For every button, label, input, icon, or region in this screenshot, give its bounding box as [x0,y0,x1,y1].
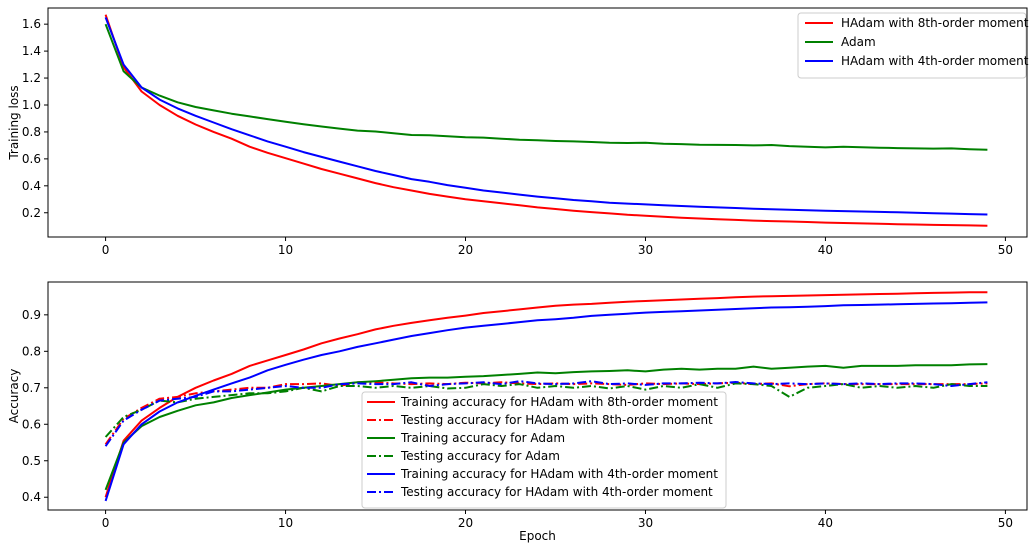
y-tick-label: 0.7 [22,381,41,395]
legend-label: Training accuracy for Adam [400,431,565,445]
x-tick-label: 30 [638,516,653,530]
x-tick-label: 50 [998,243,1013,257]
training-loss-panel: 0 10 20 30 40 50 0.2 0.4 0.6 0.8 1.0 1.2 1.4 1.6 Train… [7,7,1029,257]
legend-label: HAdam with 8th-order moment [841,16,1029,30]
legend: HAdam with 8th-order moment Adam HAdam wit… [797,12,1029,79]
y-tick-label: 0.4 [22,490,41,504]
series-line-accuracy-6 [104,380,988,447]
series-line-accuracy-1 [104,291,988,498]
y-tick-label: 0.9 [22,308,41,322]
y-tick-label: 1.4 [22,44,41,58]
legend-label: Testing accuracy for HAdam with 4th-orde… [400,485,713,499]
accuracy-panel: 0 10 20 30 40 50 0.4 0.5 0.6 0.7 0.8 0.9 Accuracy Epo… [7,281,1028,543]
series-line-loss-2 [104,23,988,151]
x-tick-label: 50 [998,516,1013,530]
plot-frame [47,7,1028,238]
x-tick-label: 10 [278,516,293,530]
x-axis-label: Epoch [519,529,556,543]
y-tick-label: 0.8 [22,125,41,139]
x-tick-label: 20 [458,243,473,257]
x-tick-label: 0 [102,516,110,530]
series-line-accuracy-5 [104,301,988,502]
legend-box [361,391,727,509]
y-axis-label: Accuracy [7,369,21,424]
y-tick-label: 0.6 [22,417,41,431]
y-tick-label: 0.5 [22,454,41,468]
series-line-accuracy-4 [104,382,988,438]
x-tick-label: 30 [638,243,653,257]
y-tick-label: 1.0 [22,98,41,112]
x-tick-label: 40 [818,516,833,530]
y-tick-label: 1.6 [22,17,41,31]
series-line-loss-3 [104,17,988,216]
x-tick-label: 0 [102,243,110,257]
legend-label: Training accuracy for HAdam with 4th-ord… [400,467,718,481]
plot-frame [47,281,1028,511]
legend-label: Testing accuracy for HAdam with 8th-orde… [400,413,713,427]
series-line-accuracy-3 [104,363,988,491]
y-tick-label: 0.6 [22,152,41,166]
x-tick-label: 10 [278,243,293,257]
legend-label: Adam [841,35,876,49]
legend-label: Testing accuracy for Adam [400,449,560,463]
legend: Training accuracy for HAdam with 8th-ord… [361,391,727,509]
y-tick-label: 0.4 [22,179,41,193]
x-tick-label: 40 [818,243,833,257]
series-line-loss-1 [104,14,988,227]
y-tick-label: 0.8 [22,344,41,358]
y-tick-label: 0.2 [22,206,41,220]
legend-label: Training accuracy for HAdam with 8th-ord… [400,395,718,409]
legend-box [797,12,1027,79]
y-axis-label: Training loss [7,85,21,160]
legend-label: HAdam with 4th-order moment [841,54,1029,68]
y-tick-label: 1.2 [22,71,41,85]
x-tick-label: 20 [458,516,473,530]
